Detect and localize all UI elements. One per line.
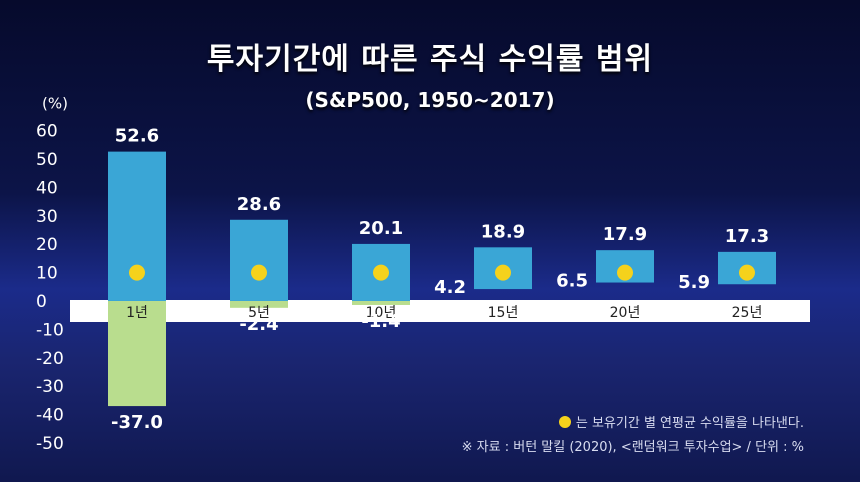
legend-text: 는 보유기간 별 연평균 수익률을 나타낸다.	[575, 416, 804, 431]
category-label: 20년	[610, 305, 641, 321]
max-value-label: 20.1	[359, 218, 403, 239]
average-marker	[373, 264, 389, 281]
category-label: 25년	[732, 305, 763, 321]
y-tick-label: 20	[36, 235, 58, 255]
category-label: 15년	[488, 305, 519, 321]
category-label: 10년	[366, 305, 397, 321]
y-tick-label: 0	[36, 292, 47, 312]
bar-negative	[108, 301, 166, 407]
y-tick-label: 30	[36, 207, 58, 227]
source-note: ※ 자료 : 버턴 말킬 (2020), <랜덤워크 투자수업> / 단위 : …	[461, 440, 804, 455]
y-tick-label: 10	[36, 264, 58, 284]
y-tick-label: -10	[36, 320, 64, 340]
bar-negative	[230, 301, 288, 308]
average-marker	[129, 264, 145, 281]
category-label: 1년	[126, 305, 148, 321]
max-value-label: 17.3	[725, 226, 769, 247]
y-tick-label: 50	[36, 150, 58, 170]
y-tick-label: -20	[36, 349, 64, 369]
category-label: 5년	[248, 305, 270, 321]
y-tick-label: -30	[36, 377, 64, 397]
category-band	[70, 300, 810, 322]
y-tick-label: -50	[36, 434, 64, 454]
bar-negative	[352, 301, 410, 305]
max-value-label: 18.9	[481, 221, 525, 242]
max-value-label: 52.6	[115, 126, 159, 147]
y-tick-label: -40	[36, 406, 64, 426]
legend-marker-icon	[558, 416, 571, 428]
chart-title: 투자기간에 따른 주식 수익률 범위	[206, 42, 654, 77]
y-tick-label: 40	[36, 178, 58, 198]
max-value-label: 17.9	[603, 224, 647, 245]
average-marker	[495, 264, 511, 281]
y-tick-label: 60	[36, 122, 58, 142]
min-value-label: 5.9	[678, 272, 710, 293]
chart-subtitle: (S&P500, 1950~2017)	[305, 88, 555, 112]
min-value-label: -2.4	[239, 314, 278, 335]
bar-positive	[230, 219, 288, 301]
min-value-label: -1.4	[361, 311, 400, 332]
average-marker	[251, 264, 267, 281]
min-value-label: 4.2	[434, 277, 466, 298]
average-marker	[617, 264, 633, 281]
min-value-label: -37.0	[111, 412, 163, 433]
min-value-label: 6.5	[556, 271, 588, 292]
max-value-label: 28.6	[237, 194, 281, 215]
average-marker	[739, 264, 755, 281]
y-axis-unit: (%)	[42, 95, 68, 113]
legend: 는 보유기간 별 연평균 수익률을 나타낸다.	[558, 412, 804, 431]
